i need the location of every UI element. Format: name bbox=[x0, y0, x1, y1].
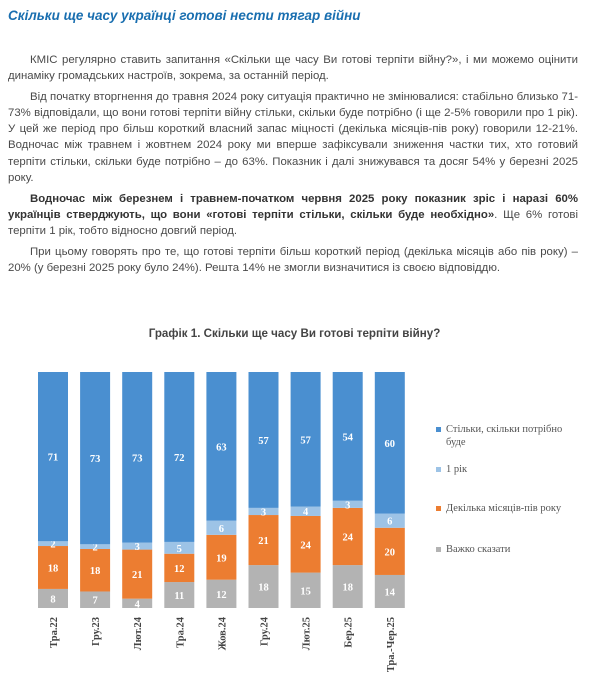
article-heading: Скільки ще часу українці готові нести тя… bbox=[8, 8, 361, 23]
data-label: 2 bbox=[92, 543, 97, 554]
data-label: 19 bbox=[216, 553, 227, 564]
article-body: КМІС регулярно ставить запитання «Скільк… bbox=[8, 52, 578, 281]
data-label: 14 bbox=[385, 587, 396, 598]
bar-segment-22-s1 bbox=[38, 546, 68, 589]
bar-segment-23-s2 bbox=[80, 544, 111, 549]
bar-segment-24-s1 bbox=[248, 515, 279, 566]
x-tick-label: Тра.22 bbox=[49, 617, 60, 648]
bar-segment-24-s3 bbox=[122, 372, 153, 543]
data-label: 57 bbox=[300, 435, 311, 446]
bar-segment-23-s0 bbox=[80, 591, 111, 608]
bar-segment-25-s1 bbox=[332, 507, 363, 566]
x-tick-label: Бер.25 bbox=[344, 617, 355, 648]
bar-segment-25-s0 bbox=[332, 565, 363, 608]
data-label: 12 bbox=[174, 564, 185, 575]
paragraph-3-rest: . Ще 6% готові терпіти 1 рік, тобто відн… bbox=[8, 208, 578, 237]
x-tick-label: Лют.25 bbox=[302, 617, 313, 650]
data-label: 18 bbox=[258, 583, 269, 594]
legend-label: Декілька місяців-пів року bbox=[446, 503, 562, 514]
data-label: 5 bbox=[177, 544, 182, 555]
data-label: 60 bbox=[385, 439, 396, 450]
paragraph-2: Від початку вторгнення до травня 2024 ро… bbox=[8, 91, 578, 184]
bar-segment-25-s3 bbox=[290, 372, 321, 507]
data-label: 21 bbox=[132, 570, 143, 581]
data-label: 2 bbox=[50, 540, 55, 551]
x-tick-label: Гру.23 bbox=[91, 617, 102, 646]
data-label: 7 bbox=[92, 596, 97, 607]
bar-segment-24-s3 bbox=[206, 372, 237, 521]
bar-segment-25-s3 bbox=[332, 372, 363, 501]
bar-segment-22-s0 bbox=[38, 588, 68, 608]
data-label: 18 bbox=[342, 583, 353, 594]
data-label: 8 bbox=[50, 594, 55, 605]
data-label: 6 bbox=[387, 517, 392, 528]
data-label: 54 bbox=[342, 432, 353, 443]
data-label: 24 bbox=[342, 532, 353, 543]
bar-segment-25-s1 bbox=[374, 527, 405, 575]
data-label: 73 bbox=[132, 453, 143, 464]
data-label: 18 bbox=[48, 563, 59, 574]
legend-swatch bbox=[436, 506, 441, 511]
data-label: 63 bbox=[216, 442, 227, 453]
bar-segment-24-s0 bbox=[248, 565, 279, 608]
bar-segment-24-s2 bbox=[248, 507, 279, 516]
bar-segment-25-s1 bbox=[290, 515, 321, 573]
bar-segment-25-s0 bbox=[374, 574, 405, 608]
bar-segment-24-s0 bbox=[122, 598, 153, 608]
data-label: 6 bbox=[219, 524, 224, 535]
bar-segment-25-s0 bbox=[290, 572, 321, 608]
x-tick-label: Лют.24 bbox=[133, 616, 144, 650]
bar-segment-24-s1 bbox=[164, 553, 195, 583]
data-label: 12 bbox=[216, 590, 227, 601]
bar-segment-23-s3 bbox=[80, 372, 111, 545]
x-tick-label: Гру.24 bbox=[260, 616, 271, 646]
data-label: 21 bbox=[258, 536, 269, 547]
data-label: 20 bbox=[385, 547, 396, 558]
data-label: 57 bbox=[258, 436, 269, 447]
data-label: 71 bbox=[48, 453, 59, 464]
paragraph-3-bold: Водночас між березнем і травнем-початком… bbox=[8, 192, 578, 221]
bar-segment-23-s1 bbox=[80, 549, 111, 592]
data-label: 3 bbox=[261, 507, 266, 518]
x-tick-label: Тра.-Чер.25 bbox=[386, 617, 397, 672]
data-label: 72 bbox=[174, 453, 185, 464]
bar-segment-24-s2 bbox=[164, 541, 195, 554]
bar-segment-24-s3 bbox=[248, 372, 279, 508]
data-label: 15 bbox=[300, 586, 311, 597]
bar-segment-24-s2 bbox=[206, 520, 237, 535]
bar-segment-24-s2 bbox=[122, 542, 153, 550]
data-label: 3 bbox=[135, 542, 140, 553]
data-label: 18 bbox=[90, 566, 101, 577]
paragraph-1: КМІС регулярно ставить запитання «Скільк… bbox=[8, 54, 578, 83]
x-tick-label: Жов.24 bbox=[217, 616, 228, 650]
bar-segment-25-s3 bbox=[374, 372, 405, 514]
bar-segment-22-s3 bbox=[38, 372, 68, 542]
bar-segment-24-s0 bbox=[206, 579, 237, 608]
paragraph-3: Водночас між березнем і травнем-початком… bbox=[8, 191, 578, 239]
data-label: 24 bbox=[300, 540, 311, 551]
data-label: 3 bbox=[345, 500, 350, 511]
legend-swatch bbox=[436, 427, 441, 432]
legend-label: Важко сказати bbox=[446, 544, 511, 555]
legend-label: Стільки, скільки потрібно буде bbox=[446, 424, 563, 448]
bar-segment-24-s0 bbox=[164, 582, 195, 608]
data-label: 4 bbox=[135, 599, 141, 610]
data-label: 11 bbox=[174, 591, 184, 602]
x-tick-label: Тра.24 bbox=[175, 616, 186, 648]
bar-segment-25-s2 bbox=[290, 506, 321, 516]
legend-label: 1 рік bbox=[446, 464, 468, 475]
legend-swatch bbox=[436, 547, 441, 552]
bar-segment-22-s2 bbox=[38, 541, 68, 547]
paragraph-4: При цьому говорять про те, що готові тер… bbox=[8, 246, 578, 275]
bar-segment-25-s2 bbox=[332, 500, 363, 508]
bar-segment-24-s1 bbox=[122, 549, 153, 599]
bar-segment-24-s3 bbox=[164, 372, 195, 542]
data-label: 4 bbox=[303, 507, 309, 518]
data-label: 73 bbox=[90, 454, 101, 465]
chart-title: Графік 1. Скільки ще часу Ви готові терп… bbox=[148, 327, 441, 340]
legend-swatch bbox=[436, 467, 441, 472]
bar-segment-24-s1 bbox=[206, 534, 237, 580]
bar-segment-25-s2 bbox=[374, 513, 405, 528]
